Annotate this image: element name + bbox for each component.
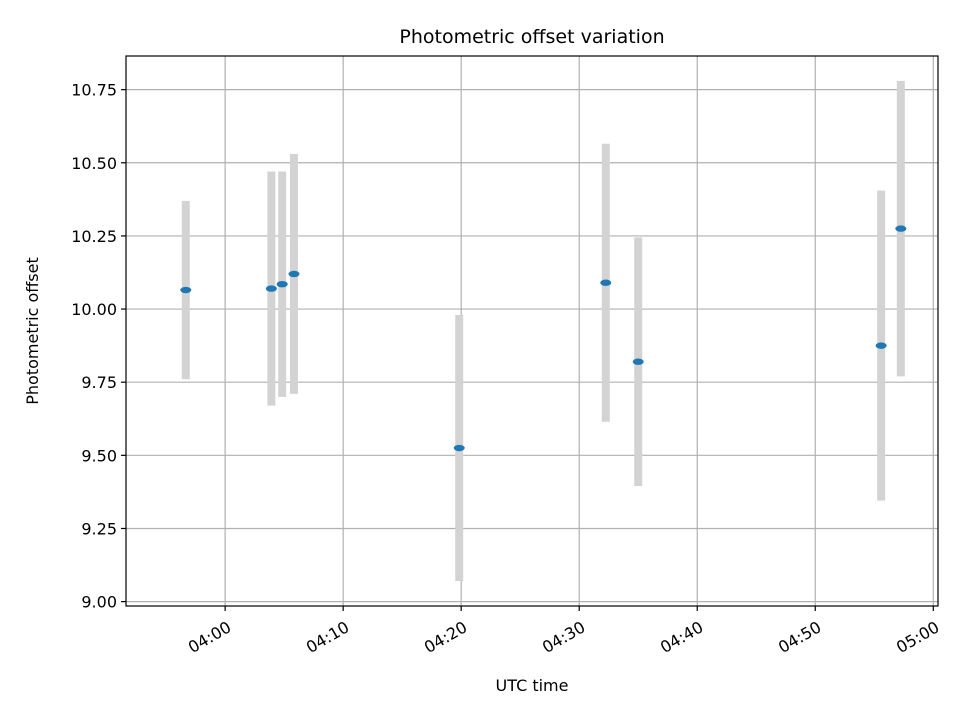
y-tick-label: 10.50 (71, 154, 117, 173)
plot-area-frame (125, 55, 939, 607)
data-point (453, 444, 465, 452)
data-points (180, 225, 907, 452)
y-tick-label: 10.75 (71, 81, 117, 100)
grid (126, 56, 938, 606)
data-point (180, 286, 192, 294)
y-tick-label: 10.00 (71, 300, 117, 319)
data-point (875, 342, 887, 349)
y-axis-ticks: 9.00 9.25 9.50 9.75 10.00 10.25 10.50 10.75 (71, 81, 126, 612)
y-tick-label: 9.50 (81, 446, 117, 465)
data-point (288, 270, 300, 278)
y-tick-label: 9.75 (81, 373, 117, 392)
data-point (632, 358, 644, 365)
data-point (895, 225, 907, 232)
data-point (265, 285, 277, 292)
data-point (600, 279, 612, 286)
y-tick-label: 10.25 (71, 227, 117, 246)
data-point (276, 280, 288, 288)
chart-title: Photometric offset variation (399, 26, 664, 48)
y-axis-label: Photometric offset (23, 257, 42, 405)
y-tick-label: 9.00 (81, 593, 117, 612)
y-tick-label: 9.25 (81, 519, 117, 538)
x-axis-label: UTC time (496, 676, 569, 695)
